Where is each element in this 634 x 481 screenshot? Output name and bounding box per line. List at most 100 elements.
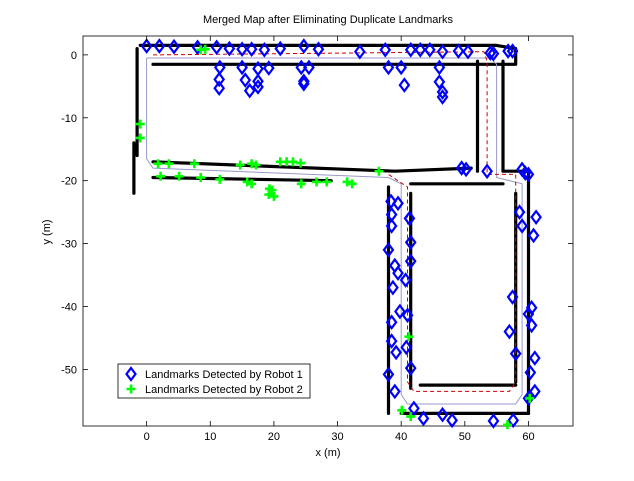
landmark-robot-1-marker [392,265,404,281]
landmark-robot-1-marker [245,41,258,58]
landmark-robot-1-marker [274,40,287,57]
landmark-robot-2-marker [342,177,352,187]
landmarks-layer [135,38,542,430]
y-tick-label: -20 [61,176,77,188]
landmark-robot-1-marker [213,80,226,97]
landmark-robot-1-marker [436,406,449,423]
legend-plus-icon [126,384,136,394]
landmark-robot-2-marker [296,179,306,189]
x-tick-label: 0 [144,431,150,443]
landmark-robot-2-marker [235,160,245,170]
x-tick-label: 20 [268,431,280,443]
landmark-robot-1-marker [503,323,516,340]
landmark-robot-1-marker [522,166,535,183]
landmark-robot-1-marker [385,333,398,349]
landmark-robot-1-marker [210,39,223,56]
landmark-robot-2-marker [525,393,535,403]
landmark-robot-1-marker [400,339,413,356]
y-tick-label: -30 [61,239,77,251]
y-tick-label: -10 [61,113,77,125]
landmark-robot-2-marker [251,160,261,170]
landmark-robot-1-marker [433,74,446,90]
landmark-robot-1-marker [414,42,427,58]
legend-marker-robot-2 [126,384,136,394]
landmark-robot-1-marker [387,279,399,296]
landmark-robot-2-marker [347,179,357,189]
landmark-robot-1-marker [353,43,366,60]
landmark-robot-1-marker [385,218,398,234]
trajectory-robot-path-1 [146,57,523,405]
landmark-robot-2-marker [164,159,174,169]
x-tick-label: 40 [395,431,407,443]
x-tick-label: 30 [331,431,343,443]
landmark-robot-1-marker [530,209,542,225]
landmark-robot-2-marker [200,44,210,54]
x-axis-label: x (m) [315,447,340,459]
legend: Landmarks Detected by Robot 1 Landmarks … [117,363,311,399]
landmark-robot-1-marker [385,314,398,331]
landmark-robot-2-marker [374,166,384,176]
landmark-robot-1-marker [522,306,535,322]
legend-box [117,363,311,399]
landmark-robot-1-marker [168,38,180,55]
landmark-robot-1-marker [404,253,417,270]
landmark-robot-2-marker [502,420,512,430]
landmark-robot-2-marker [288,157,298,167]
landmark-robot-1-marker [502,43,514,59]
landmark-robot-1-marker [404,234,417,251]
x-tick-label: 50 [459,431,471,443]
landmark-robot-1-marker [252,73,264,90]
landmark-robot-1-marker [295,59,308,76]
landmark-robot-1-marker [462,43,474,60]
landmark-robot-1-marker [408,400,420,417]
landmark-robot-1-marker [382,366,395,383]
y-axis-label: y (m) [41,219,53,244]
landmark-robot-1-marker [213,71,226,88]
landmark-robot-1-marker [223,40,236,57]
chart-title: Merged Map after Eliminating Duplicate L… [203,14,454,26]
legend-marker-robot-1 [125,366,137,382]
landmark-robot-1-marker [297,75,310,92]
landmark-robot-1-marker [524,364,537,381]
landmark-robot-1-marker [525,317,538,334]
landmark-robot-1-marker [258,42,271,58]
landmark-robot-1-marker [509,345,522,362]
landmark-robot-2-marker [156,171,166,181]
landmark-robot-1-marker [390,344,402,361]
wall-middle-wall-upper [151,160,473,173]
landmark-robot-2-marker [196,173,206,183]
landmark-robot-1-marker [303,59,315,76]
landmark-robot-1-marker [506,43,519,59]
landmark-robot-2-marker [264,190,274,200]
landmark-robot-1-marker [446,412,458,429]
landmark-robot-1-marker [312,41,325,58]
landmark-robot-2-marker [247,179,257,189]
trajectory-robot-path-2 [152,51,517,392]
landmark-robot-1-marker [392,195,404,212]
legend-diamond-icon [125,366,137,382]
landmark-robot-1-marker [436,89,449,105]
landmark-robot-2-marker [189,159,199,169]
landmark-robot-2-marker [296,158,306,168]
landmark-robot-1-marker [404,42,417,58]
landmark-robot-1-marker [398,77,411,93]
landmark-robot-1-marker [460,161,472,178]
landmark-robot-1-marker [236,41,248,58]
landmark-robot-1-marker [484,45,497,61]
landmark-robot-1-marker [385,193,397,210]
landmark-robot-1-marker [239,72,252,88]
axis-ticks: 0 10 20 30 40 50 60 0 -10 -20 -30 -40 -50 [61,36,573,443]
landmark-robot-2-marker [135,133,145,143]
wall-right-outer-upper [501,59,531,214]
landmark-robot-1-marker [519,165,532,181]
landmark-robot-1-marker [487,413,500,429]
landmark-robot-2-marker [397,405,407,415]
legend-label-robot-1: Landmarks Detected by Robot 1 [145,369,303,381]
landmark-robot-1-marker [403,210,416,227]
legend-label-robot-2: Landmarks Detected by Robot 2 [145,384,303,396]
landmark-robot-1-marker [522,390,535,407]
landmark-robot-1-marker [191,39,204,56]
landmark-robot-1-marker [140,38,153,54]
y-tick-label: -50 [61,364,77,376]
